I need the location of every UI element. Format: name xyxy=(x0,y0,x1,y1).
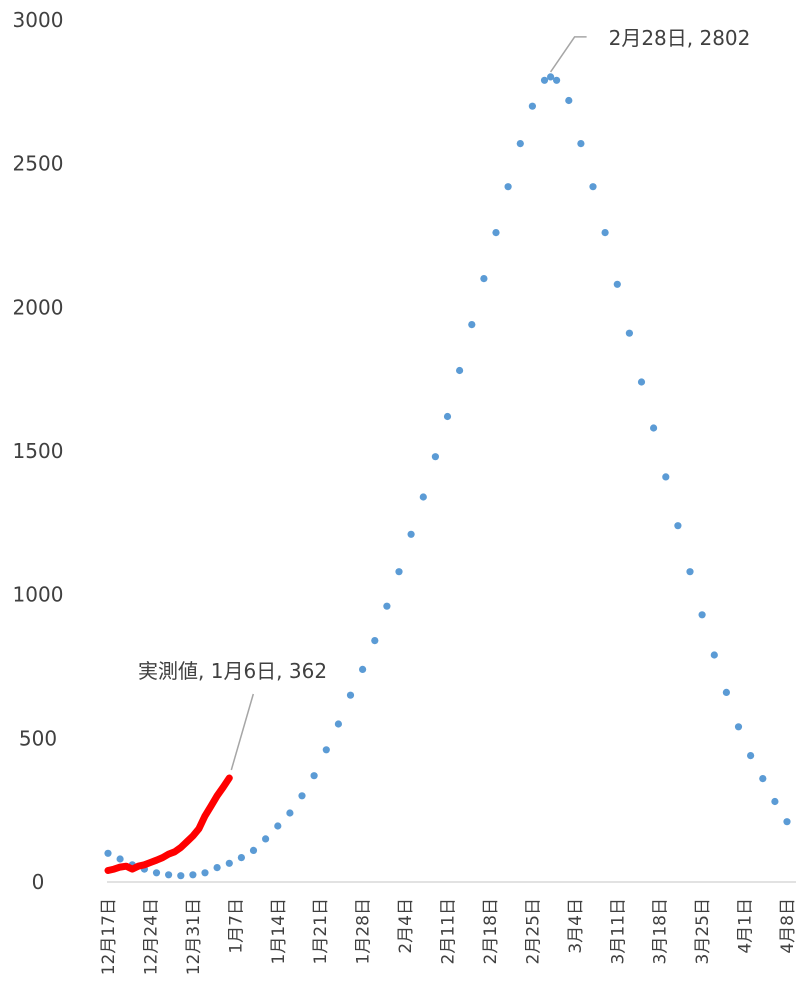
x-tick-label: 12月31日 xyxy=(184,898,204,975)
data-point xyxy=(468,321,476,329)
data-point xyxy=(262,835,270,843)
data-point xyxy=(177,872,185,880)
data-point xyxy=(553,76,561,84)
data-point xyxy=(237,854,245,862)
data-point xyxy=(346,691,355,699)
x-tick-label: 1月7日 xyxy=(226,898,246,954)
data-point xyxy=(662,473,670,481)
data-point xyxy=(577,140,585,148)
x-tick-label: 1月21日 xyxy=(311,898,331,964)
series-1 xyxy=(104,774,233,874)
data-point xyxy=(395,568,403,576)
x-tick-label: 3月18日 xyxy=(651,898,671,964)
data-point xyxy=(637,378,646,386)
data-point xyxy=(625,329,634,337)
data-point xyxy=(189,871,197,879)
y-tick-label: 1500 xyxy=(13,439,64,463)
data-point xyxy=(274,822,282,830)
y-tick-label: 500 xyxy=(19,726,57,750)
series-layer xyxy=(104,73,791,880)
x-tick-label: 12月24日 xyxy=(141,898,161,975)
data-point xyxy=(480,275,488,283)
data-point xyxy=(225,859,233,867)
data-point xyxy=(783,818,791,826)
measured-callout-line xyxy=(230,693,255,771)
x-tick-label: 3月11日 xyxy=(608,898,628,964)
x-tick-label: 2月18日 xyxy=(481,898,501,964)
data-point xyxy=(334,720,342,728)
x-axis: 12月17日 12月24日 12月31日 1月7日 1月14日 1月21日 1月28日 2月4… xyxy=(99,881,798,975)
data-point xyxy=(298,792,306,800)
data-point xyxy=(504,183,512,191)
x-tick-label: 4月1日 xyxy=(736,898,756,954)
x-tick-label: 4月8日 xyxy=(778,898,798,954)
data-point xyxy=(249,846,258,855)
data-point xyxy=(456,366,464,375)
annotation-layer: 2月28日, 2802 実測値, 1月6日, 362 xyxy=(138,26,751,771)
data-point xyxy=(383,602,391,610)
data-point xyxy=(116,855,124,863)
data-point xyxy=(286,809,294,817)
data-point xyxy=(419,493,427,501)
peak-annotation: 2月28日, 2802 xyxy=(609,26,751,50)
x-tick-label: 2月4日 xyxy=(396,898,416,954)
data-point xyxy=(492,229,500,237)
y-axis: 0 500 1000 1500 2000 2500 3000 xyxy=(13,8,64,894)
data-point xyxy=(613,280,621,288)
data-point xyxy=(431,453,439,461)
data-point xyxy=(771,797,779,806)
data-point xyxy=(759,775,767,783)
x-tick-label: 3月4日 xyxy=(566,898,586,954)
data-point xyxy=(747,752,755,760)
data-point xyxy=(650,424,658,432)
data-point xyxy=(443,412,452,421)
data-point xyxy=(734,723,743,731)
data-point xyxy=(722,688,731,697)
data-point xyxy=(201,869,209,877)
series-0 xyxy=(104,73,791,880)
series-line xyxy=(104,774,233,874)
x-tick-label: 2月11日 xyxy=(439,898,459,964)
x-tick-label: 12月17日 xyxy=(99,898,119,975)
data-point xyxy=(322,746,330,754)
y-tick-label: 2000 xyxy=(13,295,64,319)
data-point xyxy=(407,530,415,538)
data-point xyxy=(674,522,682,530)
data-point xyxy=(104,849,112,857)
measured-annotation: 実測値, 1月6日, 362 xyxy=(138,659,327,683)
data-point xyxy=(213,864,221,872)
peak-callout-line xyxy=(549,36,587,73)
data-point xyxy=(310,772,318,780)
x-tick-label: 1月28日 xyxy=(354,898,374,964)
data-point xyxy=(686,568,694,576)
data-point xyxy=(516,140,524,148)
data-point xyxy=(547,73,555,81)
x-tick-label: 3月25日 xyxy=(693,898,713,964)
data-point xyxy=(528,102,537,110)
data-point xyxy=(359,665,367,674)
data-point xyxy=(710,651,718,659)
data-point xyxy=(698,611,706,619)
data-point xyxy=(165,871,173,879)
x-tick-label: 1月14日 xyxy=(269,898,289,964)
data-point xyxy=(371,637,379,645)
data-point xyxy=(152,869,161,877)
data-point xyxy=(540,76,549,84)
data-point xyxy=(565,96,573,105)
data-point xyxy=(589,183,597,191)
data-point xyxy=(601,229,609,237)
x-tick-label: 2月25日 xyxy=(523,898,543,964)
y-tick-label: 2500 xyxy=(13,152,64,176)
y-tick-label: 0 xyxy=(32,870,45,894)
y-tick-label: 1000 xyxy=(13,583,64,607)
y-tick-label: 3000 xyxy=(13,8,64,32)
